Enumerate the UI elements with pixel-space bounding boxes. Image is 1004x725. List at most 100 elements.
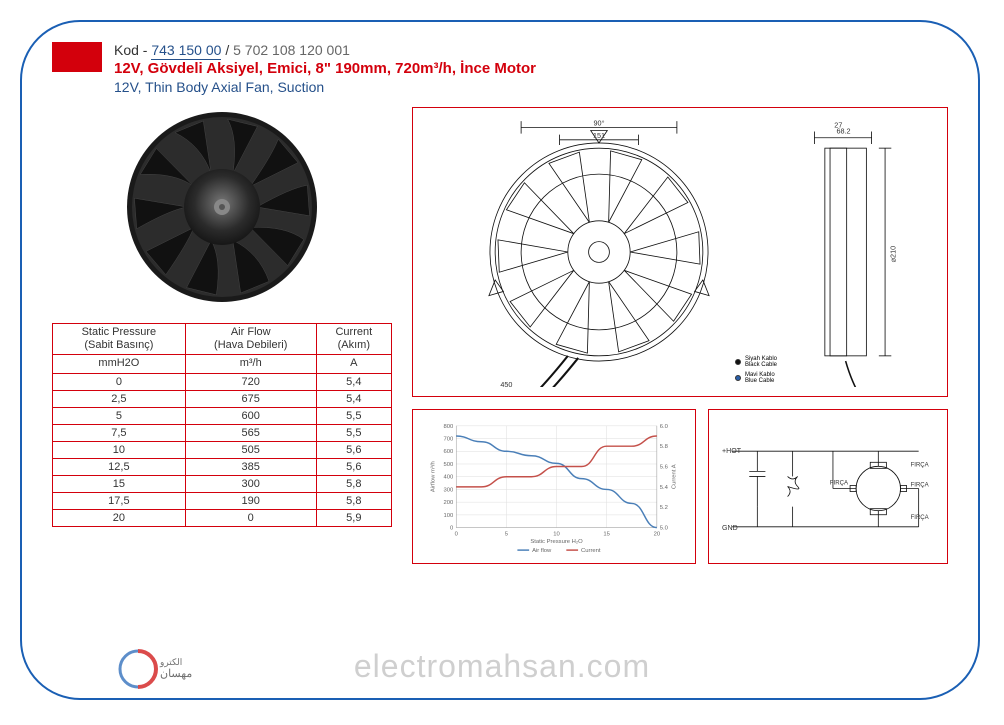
svg-text:مهسان: مهسان bbox=[160, 668, 192, 680]
svg-text:FIRÇA: FIRÇA bbox=[830, 480, 849, 486]
svg-text:20: 20 bbox=[654, 531, 661, 537]
svg-text:15: 15 bbox=[603, 531, 610, 537]
svg-text:الکترو: الکترو bbox=[159, 657, 182, 668]
table-row: 12,53855,6 bbox=[53, 458, 392, 475]
table-cell: 15 bbox=[53, 475, 186, 492]
unit-airflow: m³/h bbox=[185, 355, 316, 373]
svg-text:+HOT: +HOT bbox=[722, 448, 742, 455]
product-title-en: 12V, Thin Body Axial Fan, Suction bbox=[114, 79, 948, 95]
product-photo bbox=[122, 107, 322, 307]
code-alternate: 5 702 108 120 001 bbox=[233, 42, 350, 58]
table-row: 2,56755,4 bbox=[53, 390, 392, 407]
svg-text:300: 300 bbox=[444, 487, 455, 493]
svg-text:FIRÇA: FIRÇA bbox=[911, 515, 930, 521]
table-cell: 7,5 bbox=[53, 424, 186, 441]
svg-text:GND: GND bbox=[722, 525, 738, 532]
product-code-line: Kod - 743 150 00 / 5 702 108 120 001 bbox=[114, 42, 948, 58]
svg-text:700: 700 bbox=[444, 437, 455, 443]
table-cell: 17,5 bbox=[53, 492, 186, 509]
table-cell: 0 bbox=[185, 509, 316, 526]
table-cell: 505 bbox=[185, 441, 316, 458]
svg-text:0: 0 bbox=[450, 526, 454, 532]
svg-text:Static Pressure H₂O: Static Pressure H₂O bbox=[530, 539, 583, 545]
svg-text:27: 27 bbox=[834, 120, 842, 129]
table-cell: 600 bbox=[185, 407, 316, 424]
table-cell: 5,5 bbox=[316, 407, 391, 424]
svg-text:5.8: 5.8 bbox=[660, 444, 668, 450]
table-cell: 5,5 bbox=[316, 424, 391, 441]
table-row: 7,55655,5 bbox=[53, 424, 392, 441]
svg-text:Current A: Current A bbox=[671, 464, 677, 489]
code-separator: / bbox=[225, 42, 233, 58]
table-cell: 720 bbox=[185, 373, 316, 390]
svg-text:0: 0 bbox=[455, 531, 459, 537]
svg-text:800: 800 bbox=[444, 424, 455, 430]
table-cell: 10 bbox=[53, 441, 186, 458]
svg-text:151: 151 bbox=[593, 131, 605, 140]
spec-table: Static Pressure(Sabit Basınç) Air Flow(H… bbox=[52, 323, 392, 527]
red-accent-block bbox=[52, 42, 102, 72]
svg-text:500: 500 bbox=[444, 462, 455, 468]
table-cell: 5,4 bbox=[316, 373, 391, 390]
table-row: 153005,8 bbox=[53, 475, 392, 492]
table-cell: 5,6 bbox=[316, 458, 391, 475]
svg-text:⌀210: ⌀210 bbox=[888, 246, 897, 262]
product-title-tr: 12V, Gövdeli Aksiyel, Emici, 8" 190mm, 7… bbox=[114, 60, 948, 77]
header: Kod - 743 150 00 / 5 702 108 120 001 12V… bbox=[52, 42, 948, 95]
table-cell: 190 bbox=[185, 492, 316, 509]
drawing-front-view: 90° 151 450 bbox=[449, 117, 749, 387]
svg-text:FIRÇA: FIRÇA bbox=[911, 462, 930, 468]
code-label: Kod - bbox=[114, 42, 151, 58]
table-cell: 565 bbox=[185, 424, 316, 441]
table-row: 07205,4 bbox=[53, 373, 392, 390]
table-unit-row: mmH2O m³/h A bbox=[53, 355, 392, 373]
unit-pressure: mmH2O bbox=[53, 355, 186, 373]
svg-text:90°: 90° bbox=[594, 118, 605, 127]
svg-text:5.2: 5.2 bbox=[660, 505, 668, 511]
svg-text:100: 100 bbox=[444, 513, 455, 519]
table-cell: 0 bbox=[53, 373, 186, 390]
svg-text:200: 200 bbox=[444, 500, 455, 506]
table-cell: 385 bbox=[185, 458, 316, 475]
svg-text:5: 5 bbox=[505, 531, 509, 537]
performance-chart: 0510152001002003004005006007008005.05.25… bbox=[412, 409, 696, 564]
svg-text:450: 450 bbox=[500, 380, 512, 387]
table-cell: 2,5 bbox=[53, 390, 186, 407]
table-cell: 5 bbox=[53, 407, 186, 424]
col-airflow-header: Air Flow(Hava Debileri) bbox=[185, 324, 316, 355]
circuit-diagram: +HOT GND FIRÇA FIRÇA FIRÇA FIRÇA bbox=[708, 409, 948, 564]
drawing-side-view: 68.2 27 ⌀210 bbox=[801, 117, 911, 387]
unit-current: A bbox=[316, 355, 391, 373]
blue-dot-icon bbox=[735, 375, 741, 381]
svg-text:6.0: 6.0 bbox=[660, 424, 669, 430]
table-cell: 5,4 bbox=[316, 390, 391, 407]
col-current-header: Current(Akım) bbox=[316, 324, 391, 355]
table-cell: 5,6 bbox=[316, 441, 391, 458]
page-frame: Kod - 743 150 00 / 5 702 108 120 001 12V… bbox=[20, 20, 980, 700]
table-cell: 300 bbox=[185, 475, 316, 492]
svg-text:5.4: 5.4 bbox=[660, 485, 669, 491]
svg-text:Air flow: Air flow bbox=[532, 548, 552, 554]
table-header-row: Static Pressure(Sabit Basınç) Air Flow(H… bbox=[53, 324, 392, 355]
table-cell: 20 bbox=[53, 509, 186, 526]
table-row: 17,51905,8 bbox=[53, 492, 392, 509]
table-row: 56005,5 bbox=[53, 407, 392, 424]
svg-text:Current: Current bbox=[581, 548, 601, 554]
col-pressure-header: Static Pressure(Sabit Basınç) bbox=[53, 324, 186, 355]
svg-text:10: 10 bbox=[553, 531, 560, 537]
svg-text:400: 400 bbox=[444, 475, 455, 481]
table-cell: 675 bbox=[185, 390, 316, 407]
table-cell: 12,5 bbox=[53, 458, 186, 475]
technical-drawing: 90° 151 450 68.2 27 bbox=[412, 107, 948, 397]
black-dot-icon bbox=[735, 359, 741, 365]
svg-text:Airflow m³/h: Airflow m³/h bbox=[431, 461, 437, 492]
code-primary: 743 150 00 bbox=[151, 42, 221, 60]
table-cell: 5,8 bbox=[316, 492, 391, 509]
svg-text:600: 600 bbox=[444, 449, 455, 455]
table-row: 105055,6 bbox=[53, 441, 392, 458]
table-cell: 5,9 bbox=[316, 509, 391, 526]
brand-logo: الکترو مهسان bbox=[110, 635, 200, 695]
table-row: 2005,9 bbox=[53, 509, 392, 526]
svg-text:FIRÇA: FIRÇA bbox=[911, 483, 930, 489]
table-cell: 5,8 bbox=[316, 475, 391, 492]
